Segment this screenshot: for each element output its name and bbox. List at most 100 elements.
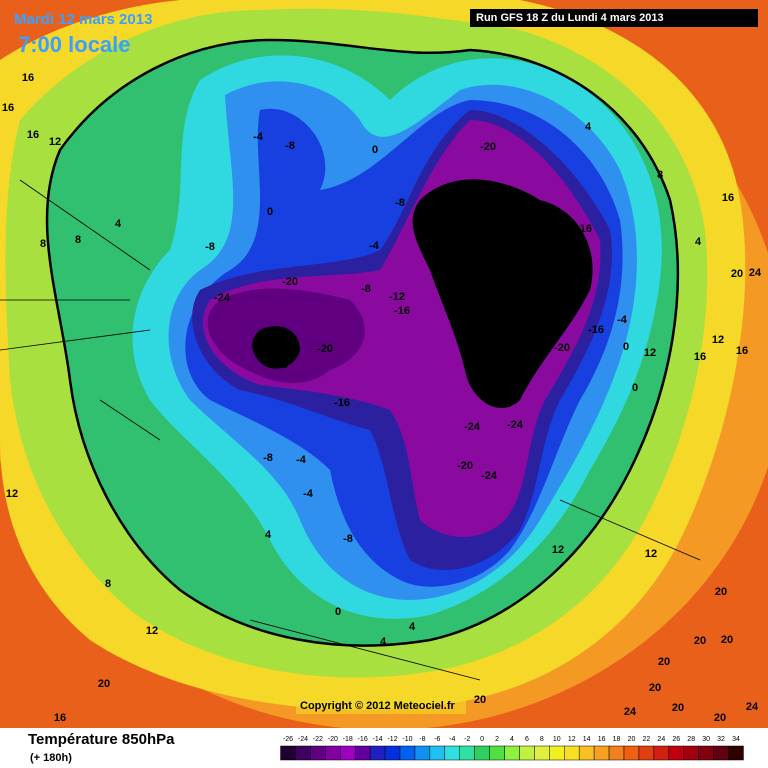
contour-label: 12 bbox=[712, 334, 724, 346]
contour-label: 4 bbox=[695, 236, 702, 248]
colorbar-swatch bbox=[683, 745, 699, 761]
contour-label: -8 bbox=[395, 197, 405, 209]
contour-label: -12 bbox=[389, 291, 405, 303]
contour-label: -28 bbox=[437, 211, 453, 223]
colorbar-swatch bbox=[489, 745, 505, 761]
contour-label: 12 bbox=[552, 544, 564, 556]
colorbar-swatch bbox=[474, 745, 490, 761]
colorbar-tick-label: 0 bbox=[480, 736, 484, 743]
colorbar-tick-label: -10 bbox=[402, 736, 412, 743]
colorbar-tick-label: -18 bbox=[343, 736, 353, 743]
footer-lead: (+ 180h) bbox=[30, 752, 72, 764]
colorbar-tick-label: 8 bbox=[540, 736, 544, 743]
field-black bbox=[252, 326, 300, 369]
colorbar-tick-label: -22 bbox=[313, 736, 323, 743]
colorbar-swatch bbox=[414, 745, 431, 761]
run-box bbox=[470, 9, 758, 27]
colorbar-tick-label: 6 bbox=[525, 736, 529, 743]
contour-label: -4 bbox=[369, 240, 380, 252]
copyright: Copyright © 2012 Meteociel.fr bbox=[300, 700, 456, 712]
colorbar-swatch bbox=[593, 745, 610, 761]
colorbar-swatch bbox=[325, 745, 341, 761]
contour-label: -8 bbox=[205, 241, 215, 253]
colorbar-swatch bbox=[623, 745, 640, 761]
contour-label: -4 bbox=[296, 454, 307, 466]
colorbar-swatch bbox=[668, 745, 684, 761]
contour-label: 24 bbox=[746, 701, 759, 713]
colorbar-swatch bbox=[653, 745, 670, 761]
colorbar-tick-label: 24 bbox=[657, 736, 665, 743]
colorbar-swatch bbox=[340, 745, 356, 761]
colorbar-tick-label: 20 bbox=[628, 736, 636, 743]
colorbar-tick-label: -20 bbox=[328, 736, 338, 743]
contour-label: 0 bbox=[267, 206, 273, 218]
colorbar-tick-label: 34 bbox=[732, 736, 740, 743]
contour-label: -24 bbox=[447, 298, 464, 310]
colorbar-swatch bbox=[354, 745, 371, 761]
contour-label: -20 bbox=[282, 276, 298, 288]
contour-label: -20 bbox=[317, 343, 333, 355]
colorbar-swatch bbox=[369, 745, 386, 761]
contour-label: -20 bbox=[554, 342, 570, 354]
colorbar: -26 -24 -22 -20 -18 -16 -14 -12 -10 -8 -6 -4 -2 0 2 4 6 8… bbox=[280, 736, 744, 761]
coastline bbox=[0, 179, 701, 681]
contour-label: 20 bbox=[474, 694, 486, 706]
contour-label: -24 bbox=[214, 292, 231, 304]
contour-label: 16 bbox=[722, 192, 734, 204]
contour-label: 20 bbox=[721, 634, 733, 646]
colorbar-swatch bbox=[295, 745, 311, 761]
contour-label: 0 bbox=[632, 382, 638, 394]
contour-label: -24 bbox=[481, 266, 498, 278]
colorbar-tick-label: -12 bbox=[387, 736, 397, 743]
contour-label: -16 bbox=[334, 397, 350, 409]
colorbar-tick-label: 10 bbox=[553, 736, 561, 743]
colorbar-tick-label: 4 bbox=[510, 736, 514, 743]
colorbar-swatch bbox=[459, 745, 475, 761]
colorbar-tick-label: 26 bbox=[672, 736, 680, 743]
colorbar-tick-label: -26 bbox=[283, 736, 293, 743]
contour-label: 20 bbox=[672, 702, 684, 714]
contour-label: 20 bbox=[714, 712, 726, 724]
contour-label: 20 bbox=[649, 682, 661, 694]
contour-label: -28 bbox=[452, 256, 468, 268]
colorbar-swatch bbox=[444, 745, 460, 761]
colorbar-tick-label: 18 bbox=[613, 736, 621, 743]
colorbar-swatch bbox=[728, 745, 744, 761]
contour-label: -4 bbox=[253, 131, 264, 143]
colorbar-swatch bbox=[399, 745, 416, 761]
contour-label: -24 bbox=[492, 256, 509, 268]
colorbar-tick-label: -2 bbox=[464, 736, 470, 743]
contour-label: 8 bbox=[40, 238, 46, 250]
contour-label: 16 bbox=[694, 351, 706, 363]
colorbar-tick-label: -24 bbox=[298, 736, 308, 743]
forecast-time: 7:00 locale bbox=[18, 32, 131, 57]
contour-label: 4 bbox=[265, 529, 272, 541]
contour-label: 16 bbox=[54, 712, 66, 724]
contour-label: -8 bbox=[285, 140, 295, 152]
colorbar-tick-label: 14 bbox=[583, 736, 591, 743]
colorbar-swatch bbox=[564, 745, 580, 761]
copyright-bg bbox=[296, 698, 466, 714]
colorbar-tick-label: -8 bbox=[419, 736, 425, 743]
contour-label: 20 bbox=[694, 635, 706, 647]
colorbar-swatch bbox=[310, 745, 326, 761]
contour-label: 20 bbox=[658, 656, 670, 668]
contour-label: -28 bbox=[272, 359, 288, 371]
colorbar-swatch bbox=[578, 745, 595, 761]
contour-label: -24 bbox=[255, 338, 272, 350]
colorbar-swatch bbox=[713, 745, 729, 761]
colorbar-tick-label: 28 bbox=[687, 736, 695, 743]
colorbar-swatch bbox=[384, 745, 401, 761]
colorbar-swatch bbox=[429, 745, 446, 761]
contour-label: 0 bbox=[372, 144, 378, 156]
contour-label: 8 bbox=[105, 578, 111, 590]
contour-label: 16 bbox=[22, 72, 34, 84]
run-info: Run GFS 18 Z du Lundi 4 mars 2013 bbox=[476, 12, 664, 24]
colorbar-tick-label: 2 bbox=[495, 736, 499, 743]
contour-label: 24 bbox=[624, 706, 637, 718]
contour-label: -8 bbox=[343, 533, 353, 545]
contour-label: 24 bbox=[749, 267, 762, 279]
contour-label: -20 bbox=[457, 460, 473, 472]
